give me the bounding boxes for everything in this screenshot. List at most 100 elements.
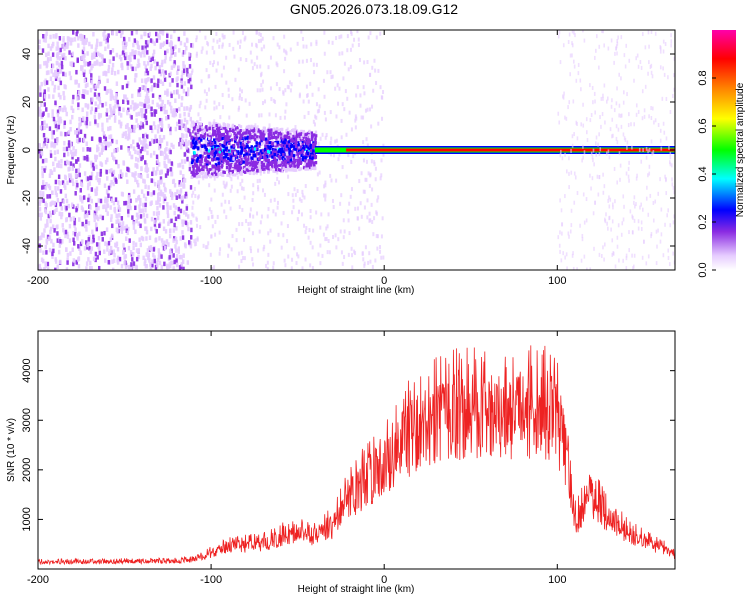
heat-cell-faint [234, 77, 237, 82]
heat-cell-noise [112, 155, 115, 160]
heat-cell-faint-right [613, 166, 616, 171]
heat-cell-noise [88, 239, 91, 245]
heat-cell-faint [238, 222, 241, 227]
spectrogram-x-tick-label: -100 [200, 275, 222, 287]
heat-cell-noise [152, 75, 156, 80]
heat-cell-spread [191, 164, 195, 169]
heat-cell-noise [137, 92, 140, 97]
heat-cell-faint-right [609, 127, 612, 132]
heat-cell-noise [149, 57, 152, 63]
heat-cell-noise [59, 259, 62, 265]
heat-cell-spread [247, 157, 250, 161]
heat-cell-spread [196, 120, 199, 124]
heat-cell-spread [237, 158, 240, 163]
heat-cell-spread [238, 170, 242, 174]
colorbar-tick-label: 0.6 [697, 118, 709, 133]
heat-cell-faint-right [595, 48, 597, 53]
heat-cell-faint-right [564, 194, 566, 199]
heat-cell-faint [309, 240, 312, 245]
heat-cell-noise [185, 212, 188, 217]
heat-cell-spread [299, 145, 303, 149]
heat-cell-noise [40, 212, 43, 217]
heat-cell-noise [161, 151, 164, 156]
heat-cell-spread [265, 140, 269, 144]
heat-cell-noise [83, 214, 87, 219]
heat-cell-noise [45, 137, 48, 142]
heat-cell-noise [148, 235, 152, 241]
heat-cell-noise [65, 159, 69, 165]
heat-cell-noise [82, 147, 85, 152]
heat-cell-spread [217, 137, 221, 141]
heat-cell-faint [313, 122, 316, 127]
heat-cell-spread [211, 149, 214, 154]
heat-cell-faint [269, 86, 272, 91]
heat-cell-faint-right [583, 220, 586, 225]
heat-cell-spread [313, 144, 317, 148]
heat-cell-noise [110, 179, 113, 185]
heat-cell-noise [146, 167, 150, 172]
heat-cell-spread [285, 140, 288, 144]
heat-cell-noise [112, 95, 115, 101]
heat-cell-noise [150, 192, 153, 197]
heat-cell-noise [57, 92, 61, 98]
heat-cell-faint-right [616, 244, 619, 249]
heat-cell-faint [296, 217, 299, 222]
heat-cell-noise [139, 51, 142, 57]
heat-cell-noise [56, 51, 59, 57]
heat-cell-noise [96, 255, 99, 260]
heat-cell-noise [154, 109, 158, 114]
heat-cell-faint-right [643, 108, 646, 113]
heat-cell-noise [69, 37, 72, 42]
heat-cell-faint-right [667, 248, 670, 253]
heat-cell-faint-right [657, 191, 660, 196]
heat-cell-spread [269, 145, 272, 149]
heat-cell-faint [346, 34, 349, 39]
heat-cell-spread [277, 133, 280, 137]
heat-cell-noise [168, 249, 172, 254]
heat-cell-spread [256, 137, 260, 141]
heat-cell-spread [224, 137, 227, 142]
heat-cell-faint [319, 261, 322, 266]
heat-cell-spread [278, 157, 282, 161]
heat-cell-noise [42, 111, 45, 116]
heat-cell-noise [126, 122, 129, 128]
heat-cell-noise [63, 120, 66, 126]
heat-cell-faint-right [650, 70, 653, 75]
heat-cell-noise [117, 69, 120, 75]
heat-cell-faint-right [611, 117, 614, 122]
heat-cell-spread [219, 134, 222, 138]
heat-cell-noise [49, 46, 53, 51]
heat-cell-noise [164, 187, 167, 193]
heat-cell-spread [313, 156, 317, 160]
heat-cell-spread [234, 137, 238, 141]
heat-cell-spread [233, 132, 236, 136]
heat-cell-spread [260, 166, 264, 170]
heat-cell-noise [120, 229, 124, 234]
heat-cell-noise [83, 69, 86, 74]
heat-cell-noise [156, 61, 159, 67]
heat-cell-noise [109, 249, 112, 254]
heat-cell-faint-right [603, 43, 605, 48]
heat-cell-noise [77, 263, 81, 269]
heat-cell-noise [83, 41, 86, 46]
heat-cell-noise [92, 238, 95, 243]
heat-cell-noise [47, 70, 50, 75]
heat-cell-faint [364, 245, 367, 250]
heat-cell-faint-right [619, 163, 622, 168]
heat-cell-noise [53, 228, 56, 233]
heat-cell-faint-right [652, 150, 655, 155]
heat-cell-faint [276, 200, 279, 205]
heat-cell-faint [262, 188, 265, 193]
heat-cell-noise [138, 137, 141, 142]
heat-cell-faint [256, 179, 259, 184]
heat-cell-noise [175, 258, 178, 263]
heat-cell-noise [101, 215, 105, 221]
heat-cell-spread [308, 148, 311, 152]
heat-cell-spread [274, 130, 278, 135]
heat-cell-faint [195, 51, 198, 56]
heat-cell-faint-right [635, 56, 637, 61]
heat-cell-noise [120, 191, 124, 197]
heat-cell-faint [343, 61, 346, 66]
heat-cell-faint-right [625, 256, 628, 261]
